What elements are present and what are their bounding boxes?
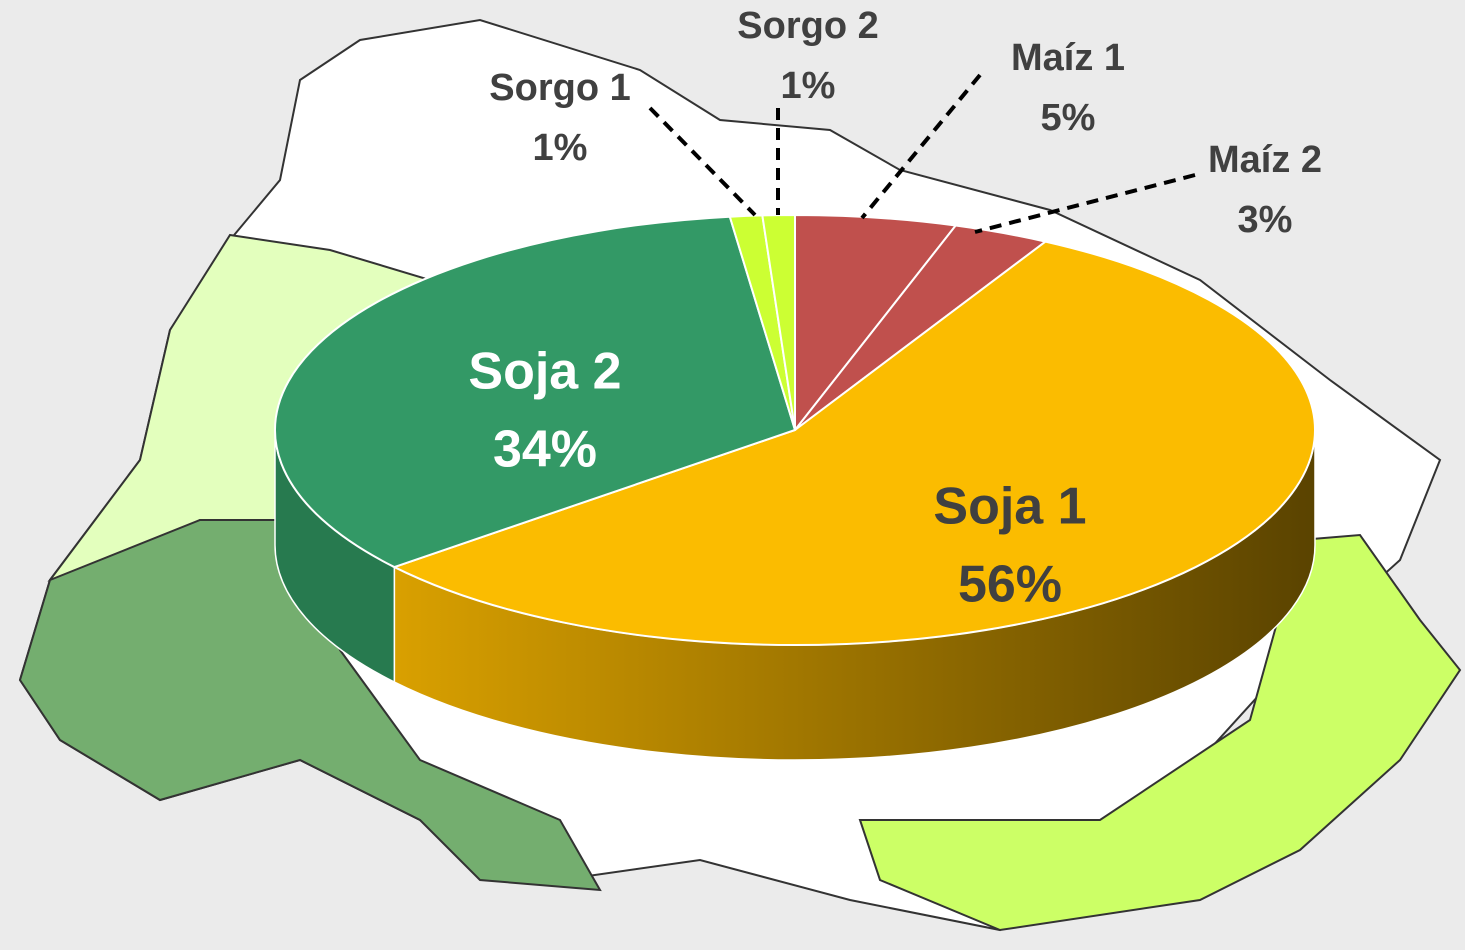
slice-value-label: 1% bbox=[533, 127, 588, 169]
slice-value-label: 1% bbox=[781, 65, 836, 107]
slice-value-label: 3% bbox=[1238, 199, 1293, 241]
slice-label: Maíz 2 bbox=[1208, 139, 1322, 181]
slice-label: Maíz 1 bbox=[1011, 37, 1125, 79]
slice-label: Sorgo 1 bbox=[489, 67, 630, 109]
leader-line bbox=[648, 106, 757, 217]
slice-label: Soja 2 bbox=[468, 343, 621, 401]
slice bbox=[391, 240, 1316, 646]
slice-label: Sorgo 2 bbox=[737, 5, 878, 47]
slice bbox=[761, 213, 796, 431]
leader-line bbox=[860, 73, 982, 220]
slice-label: Soja 1 bbox=[933, 478, 1086, 536]
slice bbox=[274, 215, 797, 569]
pie bbox=[274, 213, 1316, 761]
leader-line bbox=[974, 173, 1196, 234]
slice-value-label: 34% bbox=[493, 421, 597, 479]
labels: Maíz 1 5% Maíz 2 3% Soja 1 56% Soja 2 34% Sorgo … bbox=[468, 5, 1322, 614]
slice-value-label: 5% bbox=[1041, 97, 1096, 139]
slice bbox=[794, 213, 958, 433]
slice-value-label: 56% bbox=[958, 556, 1062, 614]
